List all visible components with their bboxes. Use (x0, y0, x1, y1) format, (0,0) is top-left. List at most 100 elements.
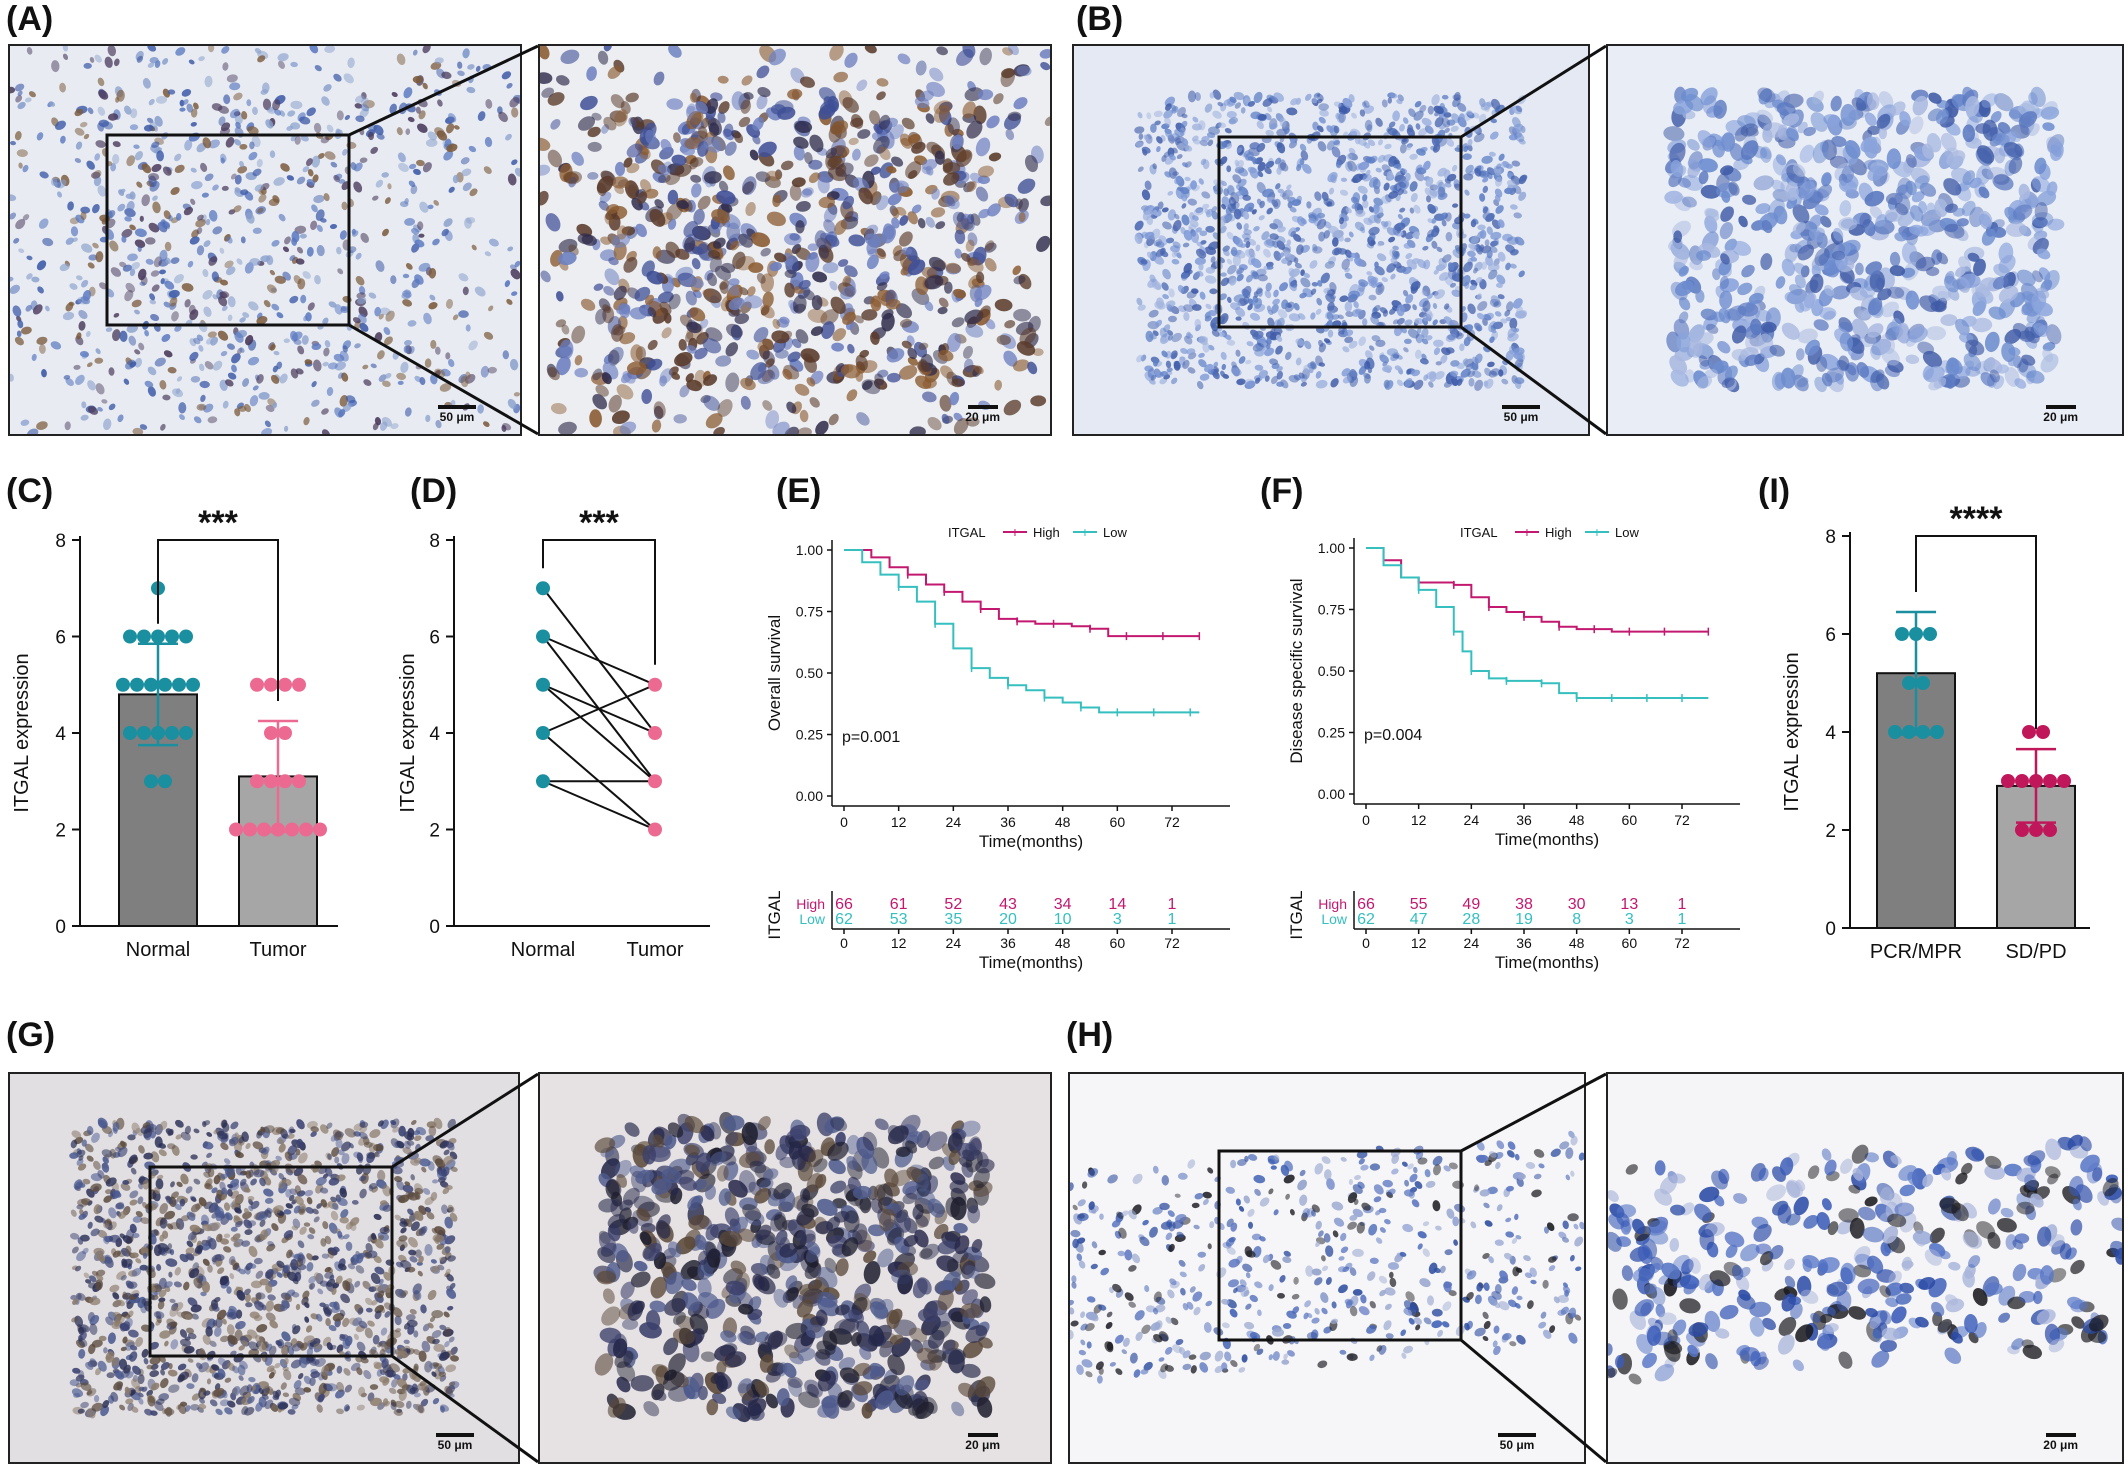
data-point (151, 629, 165, 644)
data-point (250, 677, 264, 692)
data-point (179, 629, 193, 644)
x-tick-label: 60 (1622, 812, 1638, 828)
risk-count-low: 47 (1410, 911, 1428, 928)
risk-x-tick-label: 0 (840, 935, 848, 951)
significance-bracket (542, 539, 656, 665)
y-axis-label: Disease specific survival (1287, 578, 1306, 763)
data-point (2015, 823, 2029, 837)
micrograph-g-zoom: 20 μm (538, 1072, 1052, 1464)
pair-line (542, 683, 656, 734)
y-tick-label: 0 (55, 917, 66, 938)
y-tick-label: 1.00 (796, 542, 823, 558)
risk-x-tick-label: 60 (1622, 935, 1638, 951)
data-point (278, 774, 292, 789)
x-tick-label: Normal (511, 939, 575, 961)
scalebar-50um: 50 μm (438, 405, 476, 424)
data-point (2022, 725, 2036, 739)
y-tick-label: 2 (429, 821, 440, 842)
tissue-texture (1070, 1074, 1584, 1462)
risk-x-tick-label: 24 (946, 935, 962, 951)
micrograph-b-zoom: 20 μm (1606, 44, 2124, 436)
legend-label: High (1033, 525, 1060, 540)
data-point (1916, 725, 1930, 739)
micrograph-a-overview: 50 μm (8, 44, 522, 436)
significance-bracket (157, 539, 279, 701)
risk-count-low: 3 (1625, 911, 1634, 928)
risk-table-label: ITGAL (1287, 890, 1306, 939)
y-tick-label: 0.00 (796, 788, 823, 804)
data-point (123, 629, 137, 644)
x-tick-label: SD/PD (2005, 941, 2066, 963)
legend: ITGAL + High + Low (1460, 524, 1639, 540)
risk-x-tick-label: 36 (1516, 935, 1532, 951)
x-axis-label: Time(months) (1495, 830, 1599, 849)
y-tick-label: 8 (429, 531, 440, 552)
micrograph-b-overview: 50 μm (1072, 44, 1590, 436)
data-point (1902, 676, 1916, 690)
risk-x-axis-label: Time(months) (979, 953, 1083, 972)
risk-x-tick-label: 24 (1464, 935, 1480, 951)
data-point (1930, 725, 1944, 739)
legend-marker: + (1081, 524, 1089, 540)
y-axis-label: ITGAL expression (11, 653, 33, 812)
scalebar-20um: 20 μm (965, 1433, 1000, 1452)
risk-x-tick-label: 12 (891, 935, 907, 951)
risk-count-high: 43 (999, 896, 1017, 913)
x-tick-label: 60 (1110, 814, 1126, 830)
risk-count-high: 52 (944, 896, 962, 913)
panel-label-c: (C) (6, 472, 54, 510)
data-point (2043, 823, 2057, 837)
panel-label-e: (E) (776, 472, 822, 510)
tissue-texture (10, 46, 520, 434)
risk-count-low: 53 (890, 911, 908, 928)
scalebar-50um: 50 μm (1498, 1433, 1536, 1452)
legend-title: ITGAL (1460, 525, 1498, 540)
scalebar-50um: 50 μm (436, 1433, 474, 1452)
y-axis-label: ITGAL expression (1781, 652, 1803, 811)
tissue-texture (1608, 1074, 2122, 1462)
scalebar-20um: 20 μm (2043, 1433, 2078, 1452)
data-point (2057, 774, 2071, 788)
micrograph-a-zoom: 20 μm (538, 44, 1052, 436)
x-axis-label: Time(months) (979, 832, 1083, 851)
pair-line (542, 635, 656, 686)
risk-count-low: 8 (1572, 911, 1581, 928)
risk-x-tick-label: 12 (1411, 935, 1427, 951)
data-point (137, 629, 151, 644)
risk-count-low: 1 (1678, 911, 1687, 928)
y-tick-label: 0.75 (796, 604, 823, 620)
x-tick-label: Tumor (626, 939, 683, 961)
data-point (648, 726, 662, 740)
tissue-texture (540, 1074, 1050, 1462)
data-point (648, 822, 662, 837)
km-curve-high (1366, 547, 1709, 633)
x-tick-label: 72 (1674, 812, 1690, 828)
y-tick-label: 0.75 (1318, 602, 1345, 618)
x-tick-label: 72 (1164, 814, 1180, 830)
y-axis-label: ITGAL expression (397, 653, 419, 812)
risk-count-high: 14 (1108, 896, 1126, 913)
significance-bracket (1915, 535, 2037, 730)
data-point (2001, 774, 2015, 788)
km-curve-high (844, 549, 1200, 638)
km-curve-low (844, 549, 1200, 714)
risk-x-tick-label: 72 (1674, 935, 1690, 951)
y-axis-label: Overall survival (765, 615, 784, 731)
risk-x-tick-label: 36 (1000, 935, 1016, 951)
legend-marker: + (1011, 524, 1019, 540)
tissue-texture (1608, 46, 2122, 434)
data-point (165, 629, 179, 644)
risk-count-high: 34 (1054, 896, 1072, 913)
y-tick-label: 0.50 (796, 665, 823, 681)
risk-count-high: 61 (890, 896, 908, 913)
y-tick-label: 6 (429, 628, 440, 649)
data-point (278, 677, 292, 692)
micrograph-h-zoom: 20 μm (1606, 1072, 2124, 1464)
data-point (243, 822, 257, 837)
y-tick-label: 0.00 (1318, 786, 1345, 802)
data-point (313, 822, 327, 837)
y-tick-label: 4 (429, 724, 440, 745)
panel-label-i: (I) (1758, 472, 1791, 510)
x-tick-label: 12 (891, 814, 907, 830)
data-point (648, 677, 662, 692)
